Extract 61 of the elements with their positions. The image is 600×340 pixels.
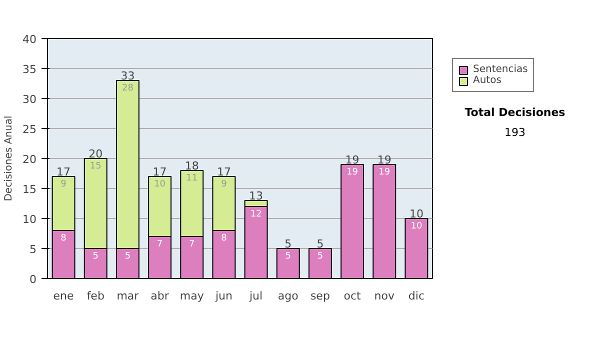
y-tick-label: 30 — [22, 93, 37, 106]
y-tick-label: 10 — [22, 213, 37, 226]
y-tick-label: 25 — [22, 123, 37, 136]
data-label: 19 — [346, 168, 358, 178]
x-tick-label: nov — [374, 290, 395, 302]
data-label: 7 — [189, 240, 195, 250]
y-tick-label: 20 — [22, 153, 37, 166]
x-tick-label: ene — [53, 290, 74, 302]
bar — [372, 164, 396, 278]
data-label: 5 — [285, 252, 291, 262]
data-label: 8 — [60, 234, 67, 244]
total-label: 19 — [377, 154, 392, 166]
y-axis-title: Decisiones Anual — [4, 116, 15, 202]
x-tick-label: abr — [150, 290, 170, 302]
data-label: 12 — [250, 210, 262, 220]
data-label: 5 — [317, 252, 324, 262]
x-tick-label: jul — [248, 290, 263, 302]
total-label: 33 — [120, 70, 135, 82]
data-label: 11 — [186, 174, 198, 184]
data-label: 8 — [221, 234, 228, 244]
total-label: 5 — [284, 238, 292, 250]
total-label: 5 — [316, 238, 324, 250]
text: Total Decisiones — [464, 105, 566, 121]
total-label: 17 — [56, 166, 71, 178]
total-label: 13 — [249, 190, 264, 202]
bar — [276, 248, 300, 278]
x-tick-label: mar — [116, 290, 140, 302]
total-label: 18 — [184, 160, 199, 172]
x-tick-label: jun — [214, 290, 232, 302]
data-label: 5 — [92, 252, 98, 262]
y-tick-label: 5 — [30, 243, 36, 256]
data-label: 10 — [410, 222, 422, 232]
total-label: 17 — [152, 166, 167, 178]
bar — [340, 164, 364, 278]
total-label: 17 — [216, 166, 231, 178]
x-tick-label: feb — [86, 290, 104, 302]
bar — [404, 218, 428, 278]
data-label: 9 — [221, 180, 228, 190]
data-label: 10 — [154, 180, 166, 190]
data-label: 5 — [124, 252, 131, 262]
total-label: 10 — [409, 208, 424, 220]
y-tick-label: 35 — [22, 63, 37, 76]
x-tick-label: sep — [310, 290, 330, 302]
data-label: 15 — [90, 162, 102, 172]
x-tick-label: may — [180, 290, 204, 302]
total-label: 20 — [88, 148, 103, 160]
x-tick-label: dic — [408, 290, 425, 302]
x-tick-label: oct — [344, 290, 362, 302]
legend-label: Autos — [473, 75, 502, 86]
data-label: 28 — [122, 84, 134, 94]
y-tick-label: 0 — [30, 273, 36, 286]
legend-label: Sentencias — [473, 64, 528, 75]
data-label: 9 — [60, 180, 67, 190]
data-label: 7 — [156, 240, 163, 250]
x-tick-label: ago — [278, 290, 299, 302]
data-label: 19 — [378, 168, 390, 178]
bar — [308, 248, 332, 278]
y-tick-label: 15 — [22, 183, 37, 196]
total-label: 19 — [345, 154, 360, 166]
y-tick-label: 40 — [22, 33, 37, 46]
text: 193 — [504, 124, 526, 140]
